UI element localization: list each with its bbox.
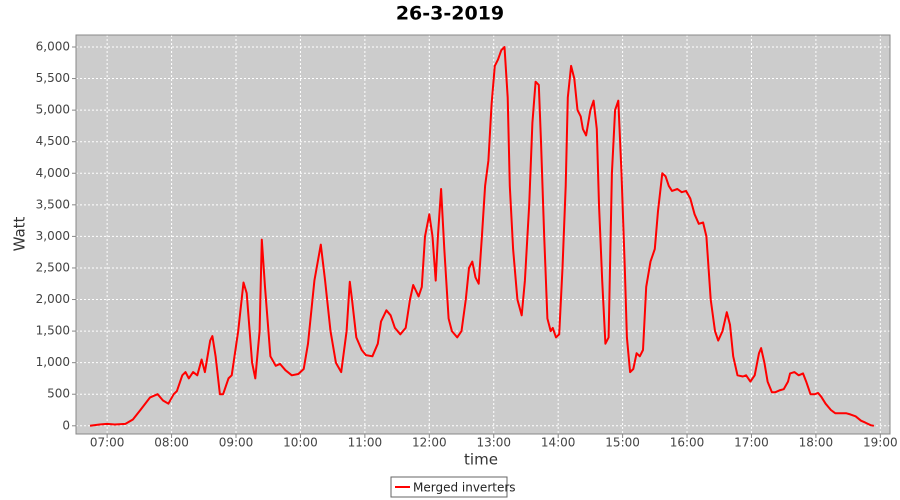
x-axis-label: time [464, 451, 498, 469]
x-tick-label: 10:00 [283, 436, 318, 450]
x-tick-label: 12:00 [412, 436, 447, 450]
x-tick-label: 19:00 [863, 436, 898, 450]
y-tick-label: 1,000 [36, 355, 70, 369]
x-tick-label: 14:00 [541, 436, 576, 450]
y-tick-label: 500 [47, 387, 70, 401]
y-tick-label: 1,500 [36, 324, 70, 338]
y-tick-label: 0 [62, 418, 70, 432]
y-tick-label: 5,000 [36, 103, 70, 117]
y-tick-label: 3,000 [36, 229, 70, 243]
y-tick-label: 6,000 [36, 39, 70, 53]
data-line [89, 46, 875, 427]
x-tick-label: 13:00 [476, 436, 511, 450]
x-tick-label: 09:00 [219, 436, 254, 450]
x-tick-label: 18:00 [799, 436, 834, 450]
plot-border [75, 34, 891, 435]
x-tick-label: 11:00 [348, 436, 383, 450]
x-tick-label: 16:00 [670, 436, 705, 450]
chart-title: 26-3-2019 [396, 3, 504, 25]
x-tick-label: 07:00 [90, 436, 125, 450]
y-tick-label: 3,500 [36, 197, 70, 211]
x-tick-label: 08:00 [154, 436, 189, 450]
x-tick-label: 15:00 [605, 436, 640, 450]
y-tick-label: 2,000 [36, 292, 70, 306]
legend-label: Merged inverters [413, 481, 516, 495]
x-tick-label: 17:00 [734, 436, 769, 450]
y-tick-label: 4,500 [36, 134, 70, 148]
legend [390, 476, 508, 498]
y-tick-label: 2,500 [36, 260, 70, 274]
y-axis-label: Watt [11, 216, 29, 251]
y-tick-label: 4,000 [36, 166, 70, 180]
y-tick-label: 5,500 [36, 71, 70, 85]
